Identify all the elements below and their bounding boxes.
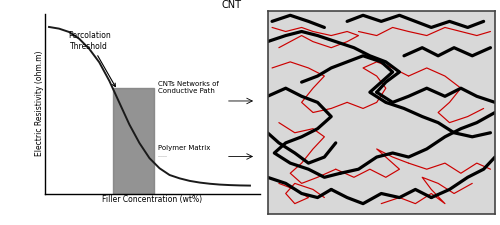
X-axis label: Filler Concentration (wt%): Filler Concentration (wt%) xyxy=(102,195,202,204)
Text: Percolation
Threshold: Percolation Threshold xyxy=(68,31,116,87)
Text: CNT: CNT xyxy=(222,0,242,10)
Bar xyxy=(114,88,154,194)
Text: Polymer Matrix: Polymer Matrix xyxy=(158,145,210,151)
Y-axis label: Electric Resistivity (ohm.m): Electric Resistivity (ohm.m) xyxy=(34,51,43,156)
Text: CNTs Networks of
Conductive Path: CNTs Networks of Conductive Path xyxy=(158,81,218,94)
Text: .....: ..... xyxy=(158,153,168,158)
